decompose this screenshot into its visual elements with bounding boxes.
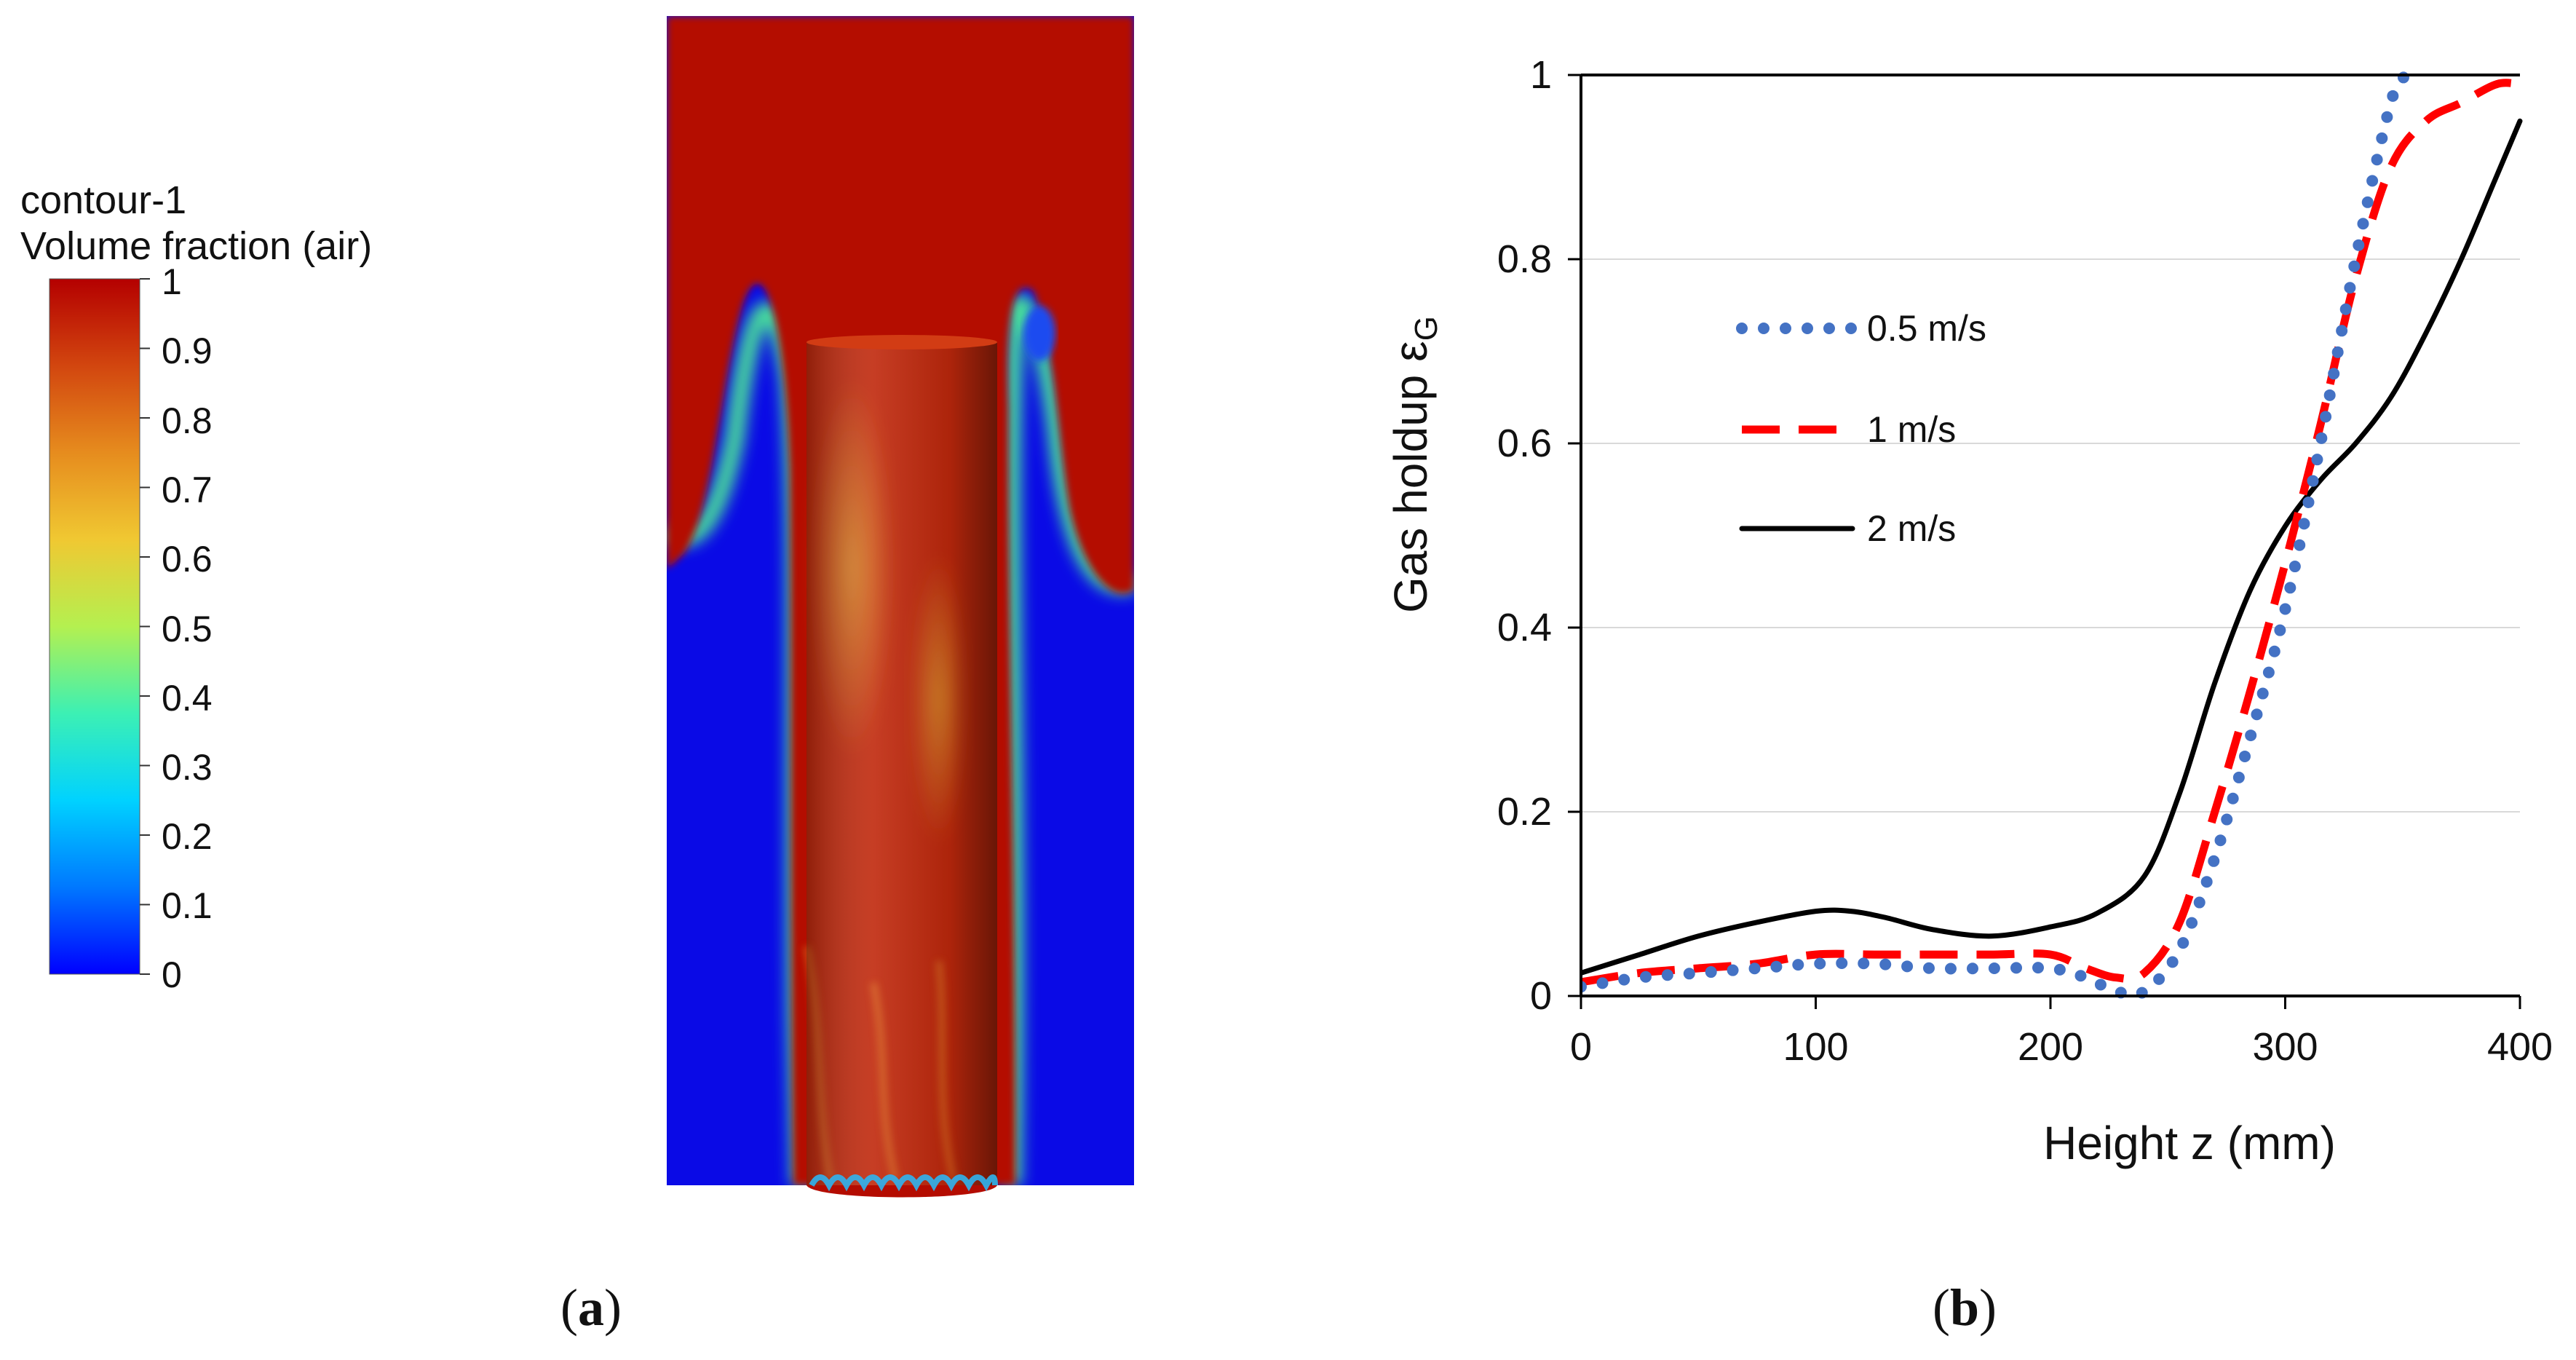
y-tick-label: 0 [1530,974,1552,1018]
panel-label-a-open: ( [560,1278,578,1337]
colorbar-tick: 1 [162,261,182,302]
panel-label-b-letter: b [1949,1278,1980,1337]
panel-label-a-close: ) [603,1278,622,1337]
contour-plot [667,16,1134,1185]
y-tick-label: 0.4 [1497,606,1552,649]
colorbar-title-line2: Volume fraction (air) [20,224,373,268]
colorbar-tick: 0.2 [162,816,213,857]
y-tick-label: 0.2 [1497,790,1552,834]
grid-lines [1581,74,2520,813]
panel-label-a-letter: a [577,1278,604,1337]
y-axis-label: Gas holdup εG [1384,316,1444,613]
series-line-2-m-s [1581,118,2523,976]
x-tick-label: 100 [1783,1025,1848,1069]
panel-label-b: (b) [1933,1278,1997,1338]
x-tick-label: 400 [2487,1025,2553,1069]
axes [1580,74,2520,997]
series-line-0-5-m-s [1581,69,2414,1001]
colorbar-tick: 0.3 [162,747,213,788]
x-tick-label: 300 [2252,1025,2318,1069]
legend-label-1-m-s: 1 m/s [1867,409,1956,450]
y-tick-label: 0.6 [1497,422,1552,465]
colorbar-tick: 0.6 [162,539,213,580]
colorbar-tick: 0 [162,954,182,995]
tick-labels: 0 0.2 0.4 0.6 0.8 1 0 100 200 300 400 [1497,53,2553,1069]
legend-label-0.5-m-s: 0.5 m/s [1867,308,1986,349]
colorbar-tick: 0.1 [162,885,213,926]
colorbar [49,278,140,975]
y-tick-label: 1 [1530,53,1552,97]
colorbar-tick: 0.8 [162,400,213,441]
cylinder [803,335,997,1185]
colorbar-tick: 0.4 [162,678,213,719]
panel-label-b-open: ( [1933,1278,1950,1337]
y-axis-label-main: Gas holdup ε [1384,341,1437,613]
panel-label-b-close: ) [1979,1278,1997,1337]
series-line-1-m-s [1581,79,2521,987]
y-tick-label: 0.8 [1497,237,1552,281]
colorbar-tick: 0.7 [162,470,213,510]
colorbar-tick: 0.5 [162,609,213,649]
y-axis-label-sub: G [1408,316,1444,341]
legend: 0.5 m/s 1 m/s 2 m/s [1736,308,1986,549]
x-tick-label: 200 [2018,1025,2083,1069]
x-tick-label: 0 [1570,1025,1592,1069]
panel-label-a: (a) [560,1278,622,1338]
legend-label-2-m-s: 2 m/s [1867,508,1956,549]
cylinder-base [807,1174,998,1198]
colorbar-title-line1: contour-1 [20,178,187,222]
series-lines [1581,69,2523,1001]
x-axis-label: Height z (mm) [2043,1117,2336,1169]
colorbar-tick: 0.9 [162,331,213,371]
